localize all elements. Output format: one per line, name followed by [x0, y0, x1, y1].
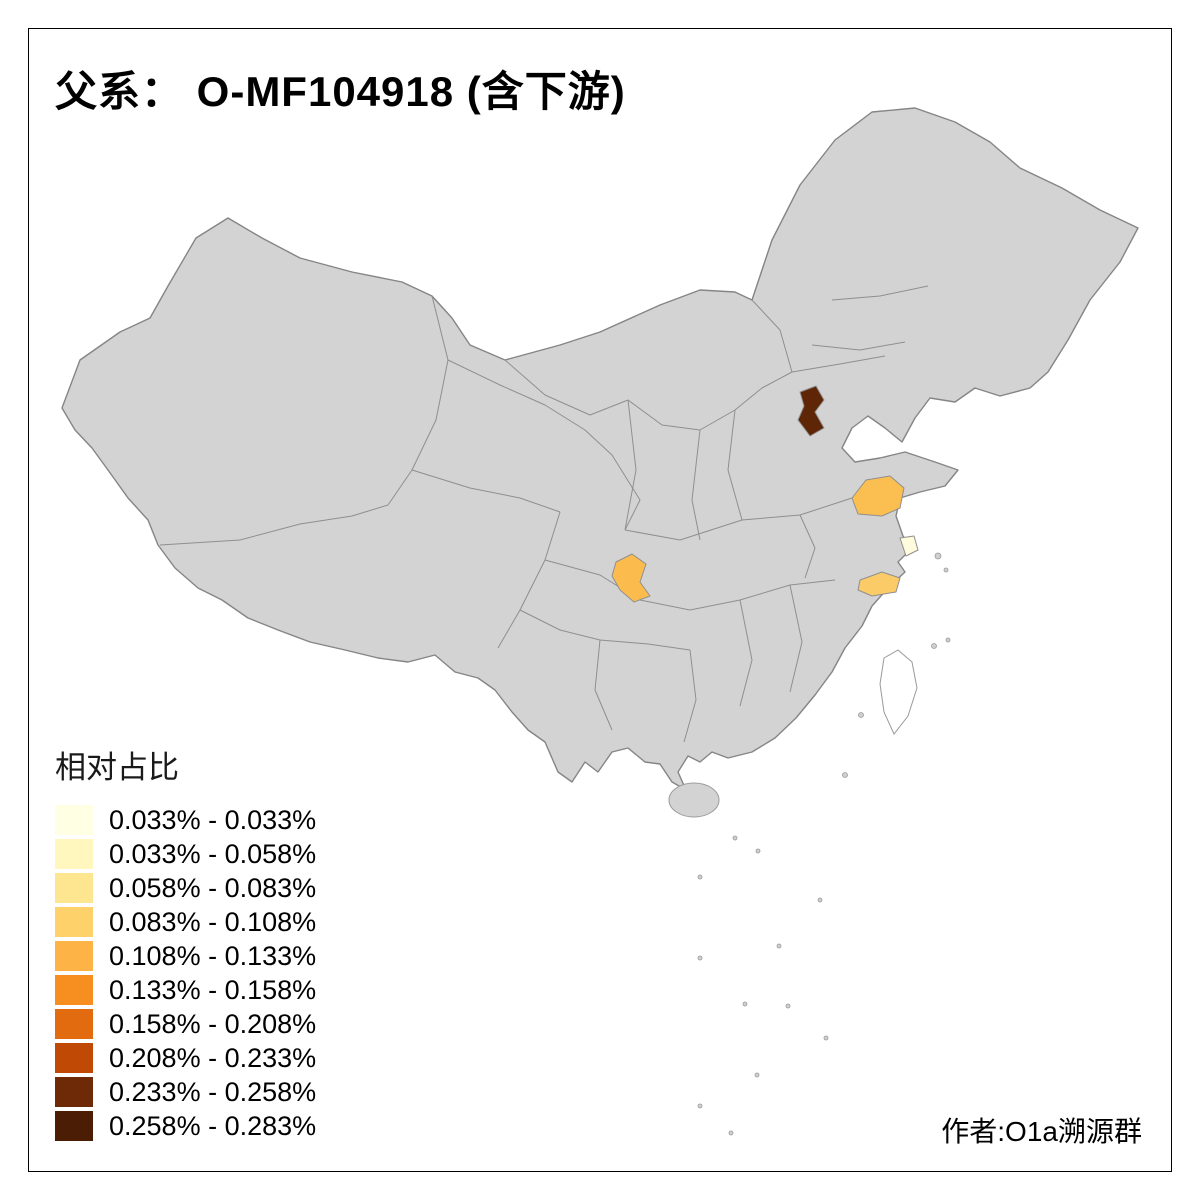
legend-rows: 0.033% - 0.033% 0.033% - 0.058% 0.058% - 0…: [55, 805, 316, 1141]
legend-label: 0.058% - 0.083%: [109, 872, 317, 903]
region-jiangsu: [851, 475, 905, 517]
legend-label: 0.233% - 0.258%: [109, 1076, 317, 1107]
legend-row: 0.258% - 0.283%: [55, 1111, 316, 1141]
page-title: 父系： O-MF104918 (含下游): [55, 68, 626, 115]
legend-label: 0.158% - 0.208%: [109, 1008, 317, 1039]
taiwan-island: [879, 649, 918, 735]
province-borders: [159, 285, 929, 743]
legend-row: 0.083% - 0.108%: [55, 907, 316, 937]
region-shanghai: [899, 535, 919, 557]
legend-row: 0.133% - 0.158%: [55, 975, 316, 1005]
legend-label: 0.083% - 0.108%: [109, 906, 317, 937]
legend-swatch: [55, 1111, 93, 1141]
author-credit: 作者:O1a溯源群: [941, 1116, 1142, 1147]
legend-swatch: [55, 1009, 93, 1039]
legend-row: 0.058% - 0.083%: [55, 873, 316, 903]
region-tianjin: [797, 385, 825, 437]
legend-swatch: [55, 941, 93, 971]
legend-swatch: [55, 1043, 93, 1073]
offshore-islets: [697, 552, 951, 1136]
legend-row: 0.208% - 0.233%: [55, 1043, 316, 1073]
legend-row: 0.233% - 0.258%: [55, 1077, 316, 1107]
region-zhejiang: [857, 571, 901, 597]
legend-swatch: [55, 975, 93, 1005]
legend-swatch: [55, 1077, 93, 1107]
legend: 相对占比 0.033% - 0.033% 0.033% - 0.058% 0.058…: [55, 742, 316, 1145]
legend-label: 0.033% - 0.058%: [109, 838, 317, 869]
china-mainland: [61, 107, 1139, 791]
legend-swatch: [55, 873, 93, 903]
legend-label: 0.033% - 0.033%: [109, 804, 317, 835]
hainan-island: [668, 782, 720, 818]
legend-swatch: [55, 805, 93, 835]
legend-label: 0.258% - 0.283%: [109, 1110, 317, 1141]
legend-swatch: [55, 839, 93, 869]
legend-title: 相对占比: [55, 750, 179, 785]
legend-label: 0.208% - 0.233%: [109, 1042, 317, 1073]
legend-row: 0.158% - 0.208%: [55, 1009, 316, 1039]
region-chongqing: [611, 553, 651, 603]
legend-label: 0.133% - 0.158%: [109, 974, 317, 1005]
legend-label: 0.108% - 0.133%: [109, 940, 317, 971]
legend-swatch: [55, 907, 93, 937]
legend-row: 0.108% - 0.133%: [55, 941, 316, 971]
legend-row: 0.033% - 0.033%: [55, 805, 316, 835]
legend-row: 0.033% - 0.058%: [55, 839, 316, 869]
